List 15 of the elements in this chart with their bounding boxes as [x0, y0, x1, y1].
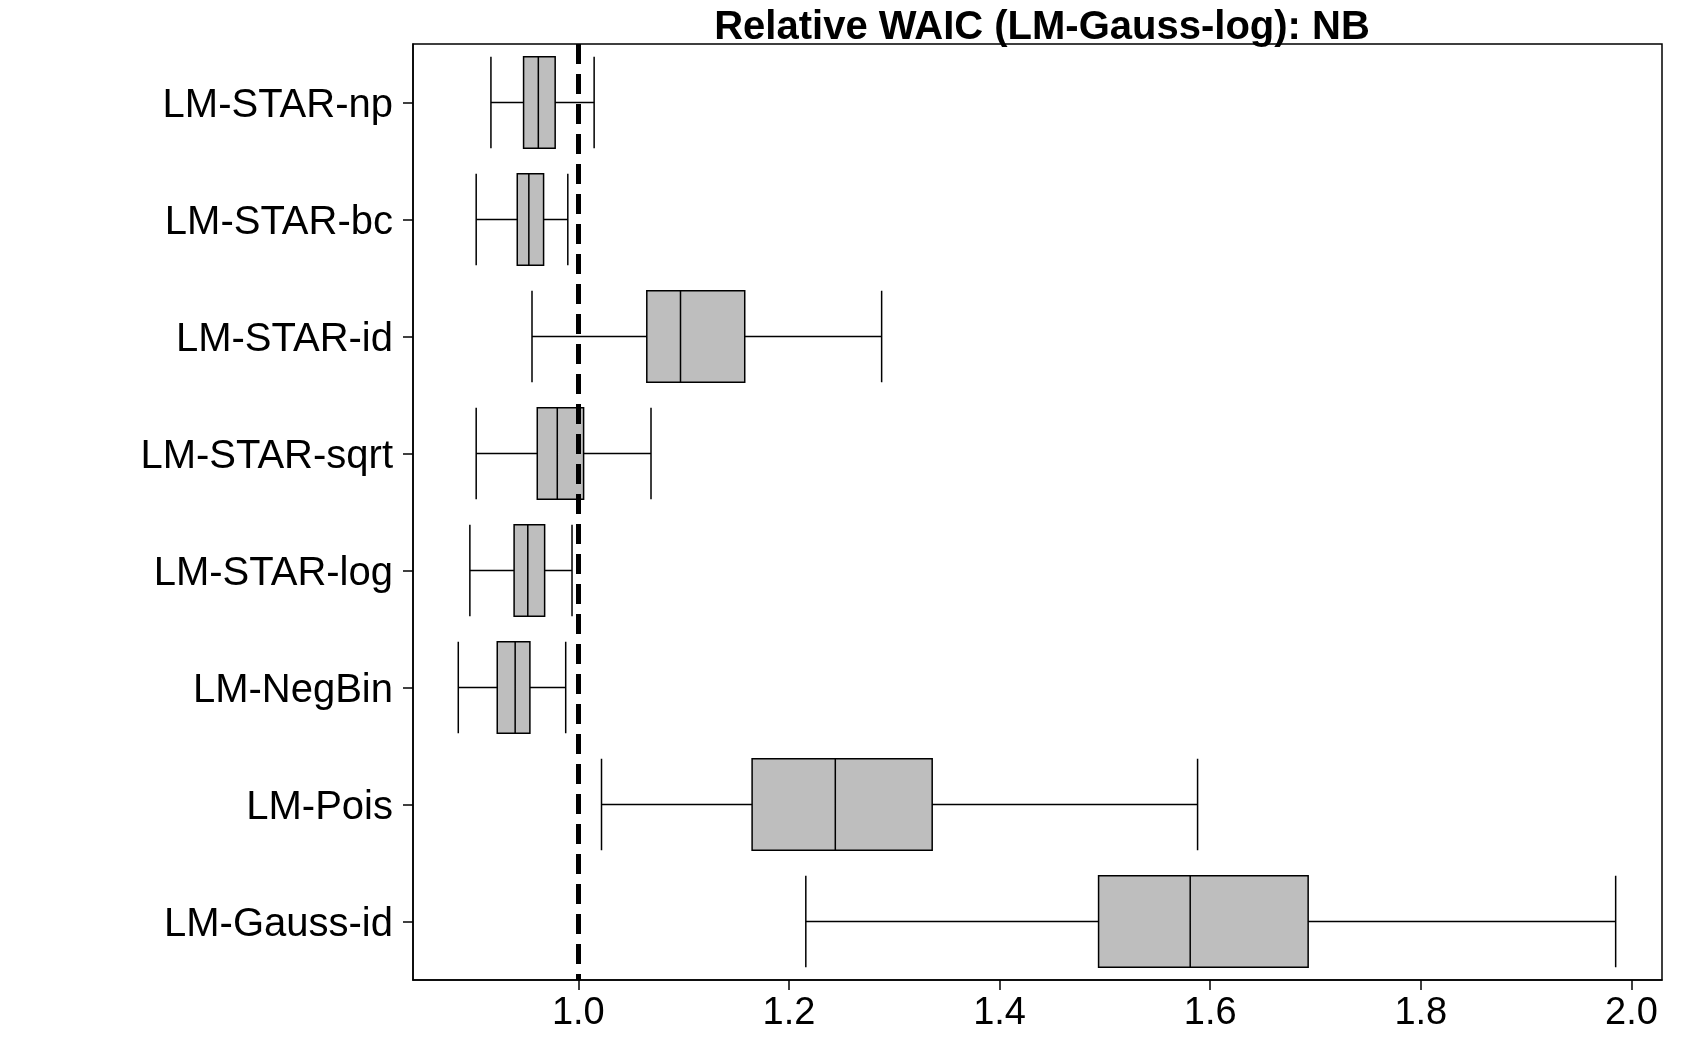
- y-tick-label: LM-STAR-id: [175, 314, 393, 359]
- x-tick-label: 1.6: [1183, 990, 1237, 1032]
- chart-title: Relative WAIC (LM-Gauss-log): NB: [714, 3, 1370, 47]
- y-tick-label: LM-Gauss-id: [164, 899, 393, 944]
- x-tick-label: 1.4: [973, 990, 1026, 1032]
- x-tick-label: 1.8: [1394, 990, 1448, 1032]
- x-tick-label: 1.2: [762, 990, 816, 1032]
- y-tick-label: LM-STAR-sqrt: [140, 431, 393, 476]
- x-tick-label: 2.0: [1605, 990, 1658, 1032]
- y-tick-label: LM-STAR-np: [162, 80, 393, 125]
- x-tick-label: 1.0: [551, 990, 605, 1032]
- y-tick-label: LM-STAR-bc: [164, 197, 393, 242]
- y-tick-label: LM-STAR-log: [153, 548, 393, 593]
- y-tick-label: LM-Pois: [246, 782, 393, 827]
- y-tick-label: LM-NegBin: [192, 665, 393, 710]
